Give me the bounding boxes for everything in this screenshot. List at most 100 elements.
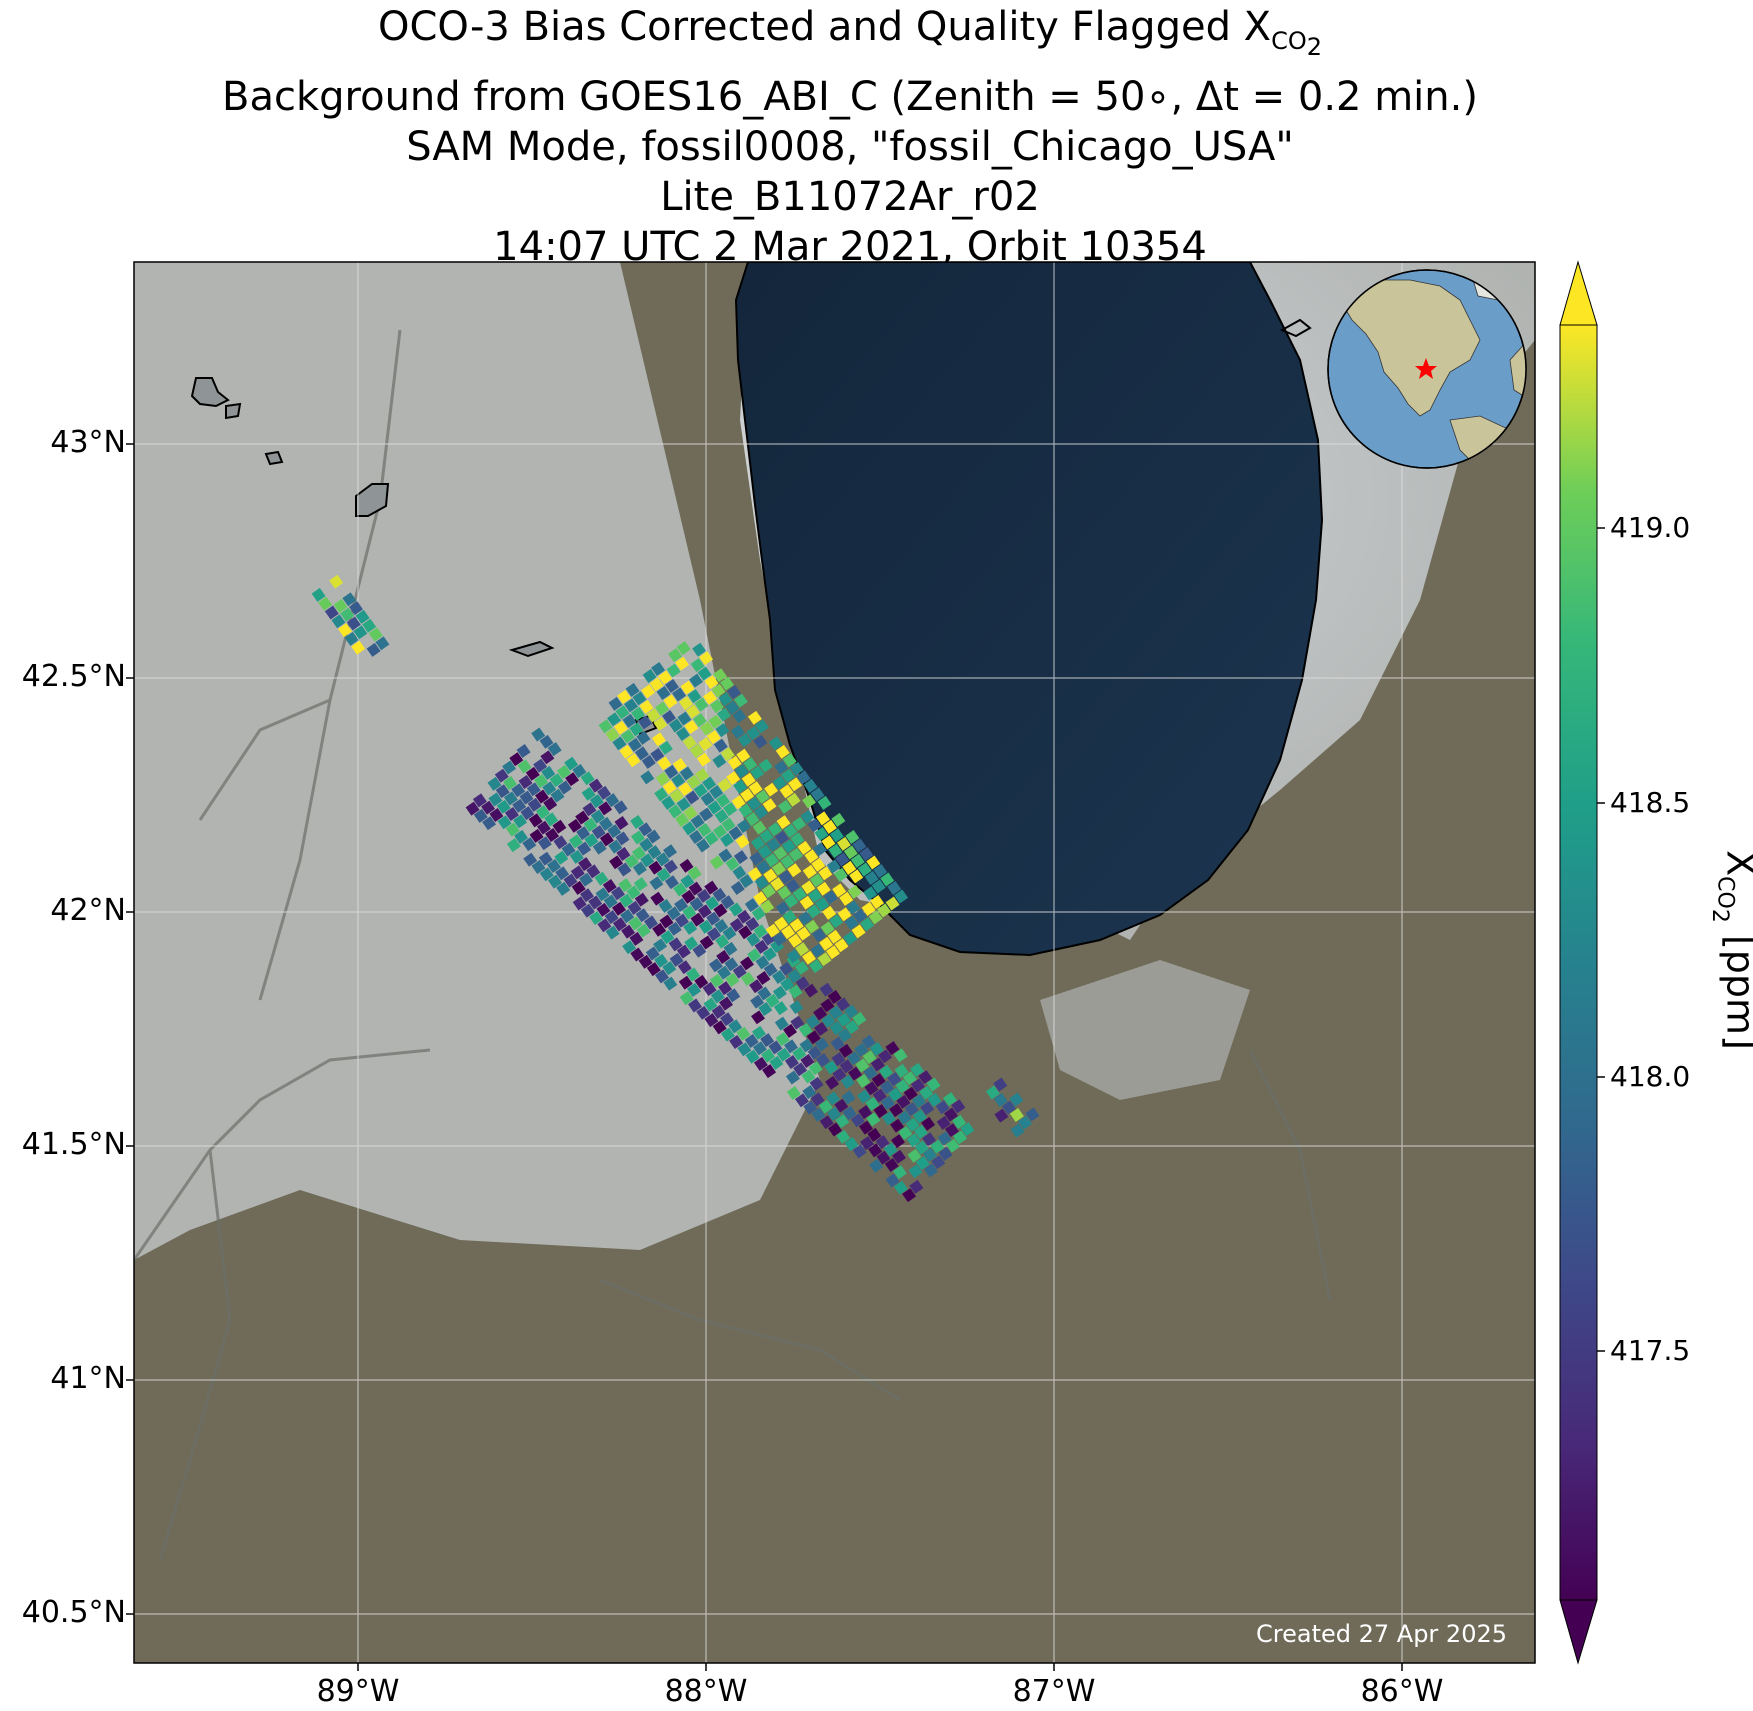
xco2-sounding-pixel [893, 1180, 908, 1195]
xco2-sounding-pixel [683, 806, 698, 820]
xco2-sounding-pixel [786, 949, 801, 964]
xco2-sounding-pixel [785, 878, 800, 893]
colorbar-tick-label: 418.5 [1610, 786, 1691, 819]
xco2-sounding-pixel [720, 676, 734, 691]
xco2-sounding-pixel [556, 881, 571, 896]
xco2-sounding-pixel [650, 891, 665, 906]
xco2-sounding-pixel [918, 1070, 933, 1085]
xco2-sounding-pixel [752, 1025, 766, 1040]
xco2-sounding-pixel [759, 829, 774, 844]
xco2-sounding-pixel [762, 947, 777, 962]
xco2-sounding-pixel [749, 851, 764, 866]
xco2-sounding-pixel [753, 1056, 768, 1071]
xco2-sounding-pixel [859, 847, 874, 861]
xco2-sounding-pixel [919, 1085, 934, 1100]
xco2-sounding-pixel [869, 1158, 884, 1173]
xco2-sounding-pixel [517, 759, 532, 774]
xco2-sounding-pixel [774, 760, 789, 775]
xco2-sounding-pixel [761, 884, 776, 899]
xco2-sounding-pixel [624, 854, 639, 869]
xco2-sounding-pixel [592, 840, 607, 855]
lon-tick-label: 89°W [316, 1674, 400, 1709]
xco2-sounding-pixel [699, 935, 714, 950]
xco2-sounding-pixel [808, 888, 823, 903]
xco2-sounding-pixel [630, 947, 645, 962]
xco2-sounding-pixel [831, 812, 846, 827]
xco2-sounding-pixel [854, 1042, 869, 1057]
xco2-sounding-pixel [724, 957, 739, 972]
xco2-sounding-pixel [697, 904, 712, 919]
xco2-sounding-pixel [531, 860, 546, 874]
xco2-sounding-pixel [853, 908, 868, 923]
xco2-sounding-pixel [686, 775, 701, 789]
xco2-sounding-pixel [892, 1165, 907, 1180]
xco2-sounding-pixel [792, 816, 806, 831]
xco2-sounding-pixel [881, 1111, 896, 1126]
xco2-sounding-pixel [811, 1107, 826, 1122]
xco2-sounding-pixel [708, 714, 723, 729]
xco2-sounding-pixel [737, 909, 752, 924]
xco2-sounding-pixel [539, 867, 554, 882]
lat-tick-label: 43°N [50, 425, 126, 460]
xco2-sounding-pixel [597, 785, 612, 800]
xco2-sounding-pixel [773, 1001, 788, 1016]
xco2-sounding-pixel [614, 816, 629, 830]
xco2-sounding-pixel [497, 815, 512, 830]
xco2-sounding-pixel [860, 917, 875, 932]
xco2-sounding-pixel [689, 830, 703, 844]
xco2-sounding-pixel [539, 734, 554, 749]
xco2-sounding-pixel [703, 997, 718, 1012]
xco2-sounding-pixel [737, 733, 752, 748]
xco2-sounding-pixel [922, 1132, 937, 1147]
xco2-sounding-pixel [815, 1037, 829, 1052]
xco2-sounding-pixel [755, 789, 770, 804]
xco2-sounding-pixel [594, 871, 609, 886]
xco2-sounding-pixel [843, 931, 858, 946]
xco2-sounding-pixel [556, 764, 571, 779]
xco2-sounding-pixel [747, 948, 762, 963]
xco2-sounding-pixel [564, 756, 579, 771]
xco2-sounding-pixel [855, 1058, 870, 1073]
xco2-sounding-pixel [814, 1022, 829, 1036]
xco2-sounding-pixel [683, 920, 698, 935]
xco2-sounding-pixel [640, 853, 655, 868]
snow-patch-east [1040, 960, 1250, 1100]
xco2-sounding-pixel [555, 866, 570, 881]
xco2-sounding-pixel [744, 898, 759, 913]
xco2-sounding-pixel [766, 837, 781, 852]
xco2-sounding-pixel [785, 1070, 800, 1085]
xco2-sounding-pixel [810, 1092, 825, 1107]
xco2-sounding-pixel [727, 755, 742, 770]
xco2-sounding-pixel [649, 677, 664, 692]
xco2-sounding-pixel [711, 683, 726, 698]
xco2-sounding-pixel [795, 942, 810, 957]
xco2-sounding-pixel [890, 1118, 905, 1133]
xco2-sounding-pixel [661, 795, 676, 810]
xco2-sounding-pixel [525, 766, 540, 781]
xco2-sounding-pixel [805, 919, 820, 934]
xco2-sounding-pixel [909, 1179, 924, 1194]
xco2-sounding-pixel [810, 787, 825, 802]
xco2-sounding-pixel [679, 991, 694, 1006]
xco2-sounding-pixel [725, 857, 740, 871]
xco2-sounding-pixel [740, 971, 755, 986]
xco2-sounding-pixel [756, 971, 771, 985]
xco2-sounding-pixel [896, 1094, 911, 1109]
xco2-sounding-pixel [639, 699, 654, 714]
xco2-sounding-pixel [543, 796, 558, 811]
xco2-sounding-pixel [570, 865, 585, 880]
xco2-sounding-pixel [823, 890, 838, 905]
xco2-sounding-pixel [688, 998, 702, 1013]
xco2-sounding-pixel [763, 868, 778, 883]
xco2-sounding-pixel [547, 742, 562, 757]
xco2-sounding-pixel [473, 808, 488, 823]
xco2-sounding-pixel [781, 768, 796, 783]
xco2-sounding-pixel [790, 832, 805, 847]
xco2-sounding-pixel [858, 1105, 873, 1120]
xco2-sounding-pixel [647, 845, 662, 860]
xco2-sounding-pixel [814, 826, 829, 841]
xco2-sounding-pixel [847, 884, 862, 899]
xco2-sounding-pixel [534, 774, 549, 789]
xco2-sounding-pixel [706, 911, 721, 926]
